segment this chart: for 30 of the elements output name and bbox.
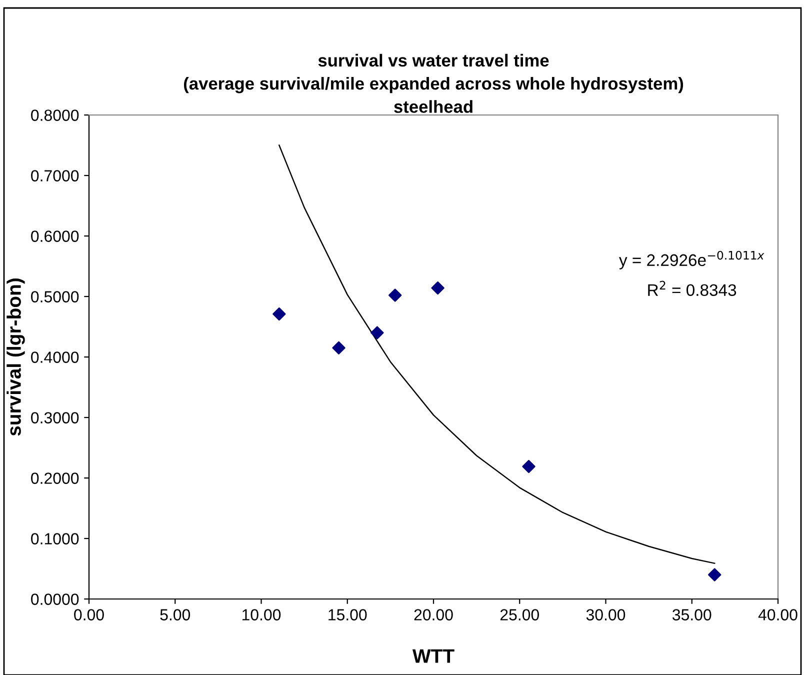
x-tick-label: 5.00 — [160, 609, 190, 620]
point — [370, 326, 384, 340]
point — [431, 281, 444, 295]
y-tick-label: 0.6000 — [31, 230, 79, 242]
point — [708, 568, 722, 582]
x-tick-label: 30.00 — [586, 609, 626, 620]
y-tick-label: 0.0000 — [31, 594, 79, 605]
annotation: R$^{2}$ = 0.8343 — [648, 280, 736, 296]
point — [332, 341, 346, 355]
point — [522, 460, 536, 474]
chart-title: survival vs water travel time (average survival/mile expanded across whole hydrosystem) steelhead — [184, 54, 684, 113]
y-tick-label: 0.4000 — [31, 352, 79, 363]
y-tick-label: 0.2000 — [31, 472, 79, 484]
x-tick-label: 25.00 — [500, 609, 539, 620]
x-tick-label: 20.00 — [414, 609, 453, 620]
point — [272, 307, 286, 321]
y-tick-label: 0.8000 — [31, 110, 79, 121]
point — [388, 288, 402, 302]
y-tick-label: 0.7000 — [31, 170, 79, 182]
x-tick-label: 40.00 — [758, 609, 798, 620]
x-tick-label: 10.00 — [242, 609, 281, 620]
x-axis-title: WTT — [412, 649, 454, 663]
x-tick-label: 15.00 — [328, 609, 367, 620]
x-tick-label: 35.00 — [672, 609, 712, 620]
x-tick-label: 0.00 — [74, 609, 104, 620]
y-tick-label: 0.1000 — [31, 533, 79, 544]
y-tick-label: 0.3000 — [31, 412, 79, 424]
y-tick-label: 0.5000 — [31, 291, 79, 302]
y-axis-title: survival (lgr-bon) — [6, 278, 25, 436]
annotation: y = 2.2926e$^{−0.1011x}$ — [619, 250, 764, 270]
